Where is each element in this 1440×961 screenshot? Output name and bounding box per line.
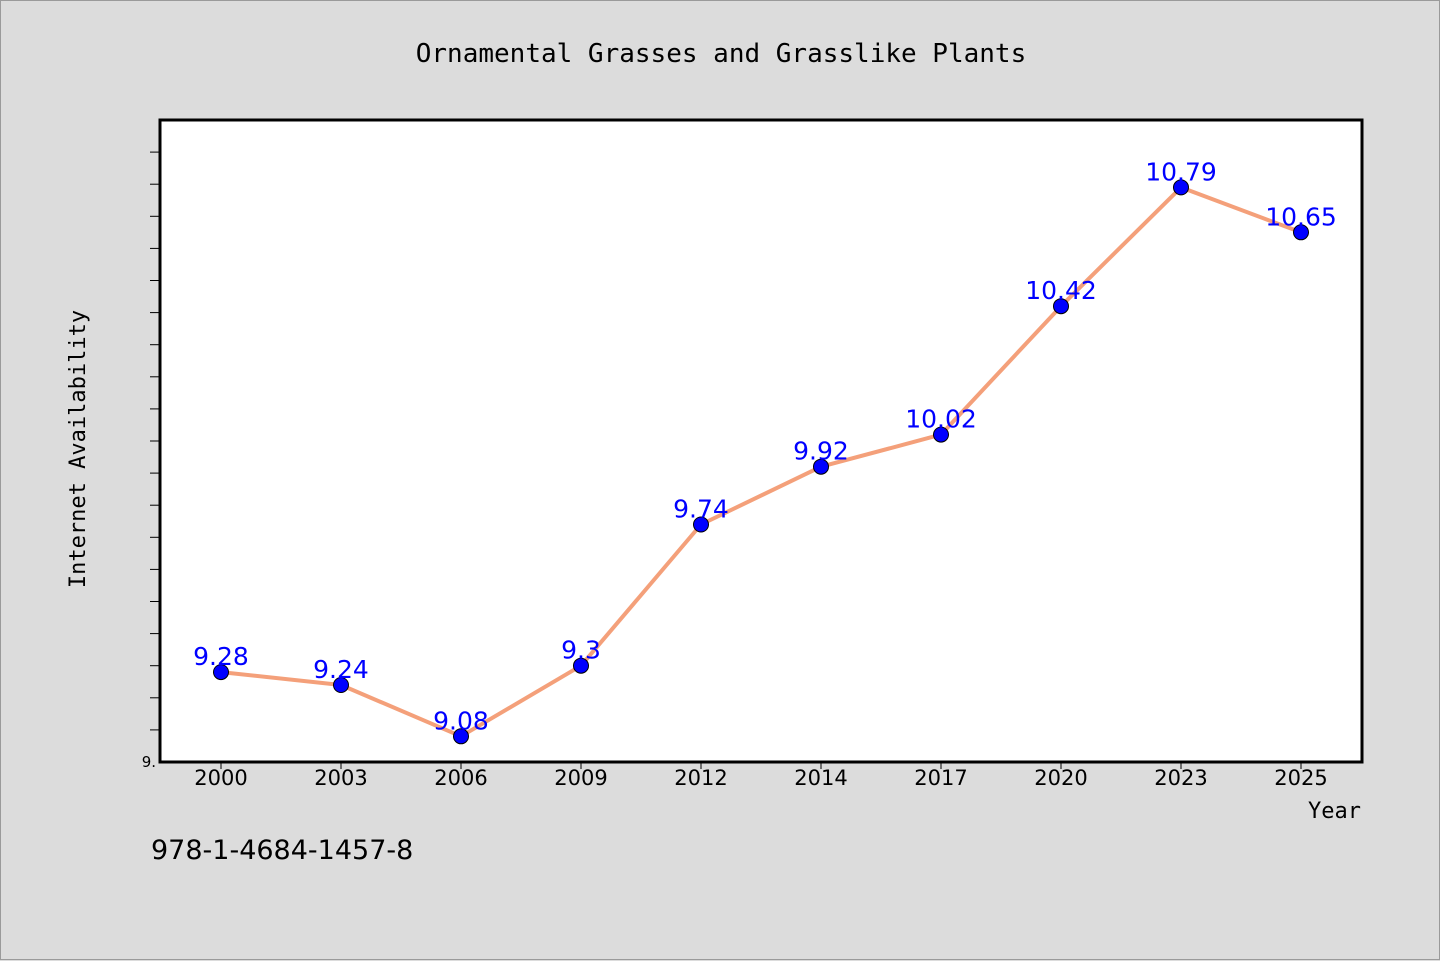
plot-area [158,118,1364,764]
x-tick-label: 2006 [434,766,487,790]
data-point [693,516,709,533]
y-axis-label: Internet Availability [66,310,91,588]
x-tick-label: 2000 [194,766,247,790]
x-tick-label: 2003 [314,766,367,790]
data-point [1293,224,1309,241]
data-label: 10.42 [1025,276,1097,305]
x-tick-label: 2017 [914,766,967,790]
x-tick-label: 2014 [794,766,847,790]
data-label: 9.08 [433,706,489,735]
series-line [220,185,1302,739]
data-label: 10.79 [1145,157,1217,186]
data-label: 10.02 [905,405,977,434]
data-label: 10.65 [1265,202,1337,231]
x-tick-label: 2025 [1274,766,1327,790]
data-point [573,657,589,674]
chart-title: Ornamental Grasses and Grasslike Plants [416,39,1026,69]
y-axis-ticks: 9. [142,151,160,771]
isbn-text: 978-1-4684-1457-8 [151,835,414,866]
data-label: 9.3 [561,636,601,665]
data-point [1053,298,1069,315]
data-point [1173,179,1189,196]
data-point [213,664,229,681]
data-label: 9.74 [673,495,729,524]
x-axis-label: Year [1308,799,1361,824]
x-tick-label: 2023 [1154,766,1207,790]
data-label: 9.92 [793,437,849,466]
x-axis-ticks: 2000 2003 2006 2009 2012 2014 2017 2020 2023 2025 [194,762,1328,790]
series-group: 9.28 9.24 9.08 9.3 9.74 9.92 10.02 10.42 10.79 10… [193,157,1337,745]
data-point [813,458,829,475]
data-label: 9.24 [313,655,369,684]
x-tick-label: 2020 [1034,766,1087,790]
x-tick-label: 2009 [554,766,607,790]
data-point [933,426,949,443]
data-point [333,677,349,693]
y-tick-label: 9. [142,753,156,771]
x-tick-label: 2012 [674,766,727,790]
data-point [453,728,469,745]
data-label: 9.28 [193,642,249,671]
